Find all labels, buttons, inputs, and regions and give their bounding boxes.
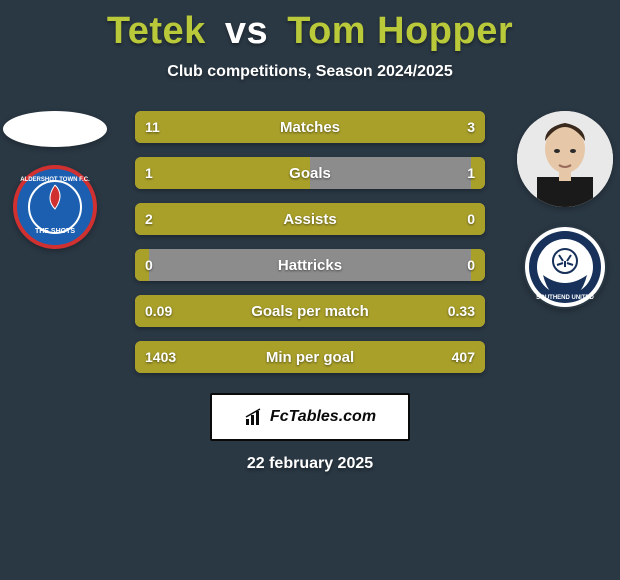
svg-text:SOUTHEND UNITED: SOUTHEND UNITED [536, 295, 594, 301]
chart-icon [244, 407, 264, 427]
stat-label: Min per goal [135, 341, 485, 373]
comparison-arena: THE SHOTS ALDERSHOT TOWN F.C. [0, 111, 620, 373]
stat-bar: 00Hattricks [135, 249, 485, 281]
stat-bar: 0.090.33Goals per match [135, 295, 485, 327]
player2-club-crest: SOUTHEND UNITED [523, 225, 607, 309]
stat-label: Hattricks [135, 249, 485, 281]
stat-label: Assists [135, 203, 485, 235]
right-column: SOUTHEND UNITED [510, 111, 620, 309]
svg-text:THE SHOTS: THE SHOTS [35, 228, 75, 235]
stat-bar: 20Assists [135, 203, 485, 235]
stat-bar: 1403407Min per goal [135, 341, 485, 373]
svg-text:ALDERSHOT TOWN F.C.: ALDERSHOT TOWN F.C. [20, 177, 90, 183]
stat-label: Goals per match [135, 295, 485, 327]
left-column: THE SHOTS ALDERSHOT TOWN F.C. [0, 111, 110, 249]
fctables-badge[interactable]: FcTables.com [210, 393, 410, 441]
player2-name: Tom Hopper [287, 10, 513, 52]
fctables-label: FcTables.com [270, 408, 376, 426]
player2-avatar [517, 111, 613, 207]
comparison-date: 22 february 2025 [0, 455, 620, 473]
stat-label: Matches [135, 111, 485, 143]
player1-name: Tetek [107, 10, 206, 52]
stat-bar: 11Goals [135, 157, 485, 189]
player1-club-crest: THE SHOTS ALDERSHOT TOWN F.C. [13, 165, 97, 249]
stat-label: Goals [135, 157, 485, 189]
comparison-title: Tetek vs Tom Hopper [0, 0, 620, 53]
stat-bars: 113Matches 11Goals 20Assists 00Hattricks 0.0… [135, 111, 485, 373]
subtitle: Club competitions, Season 2024/2025 [0, 63, 620, 81]
stat-bar: 113Matches [135, 111, 485, 143]
player1-avatar [3, 111, 107, 147]
vs-label: vs [225, 10, 268, 52]
